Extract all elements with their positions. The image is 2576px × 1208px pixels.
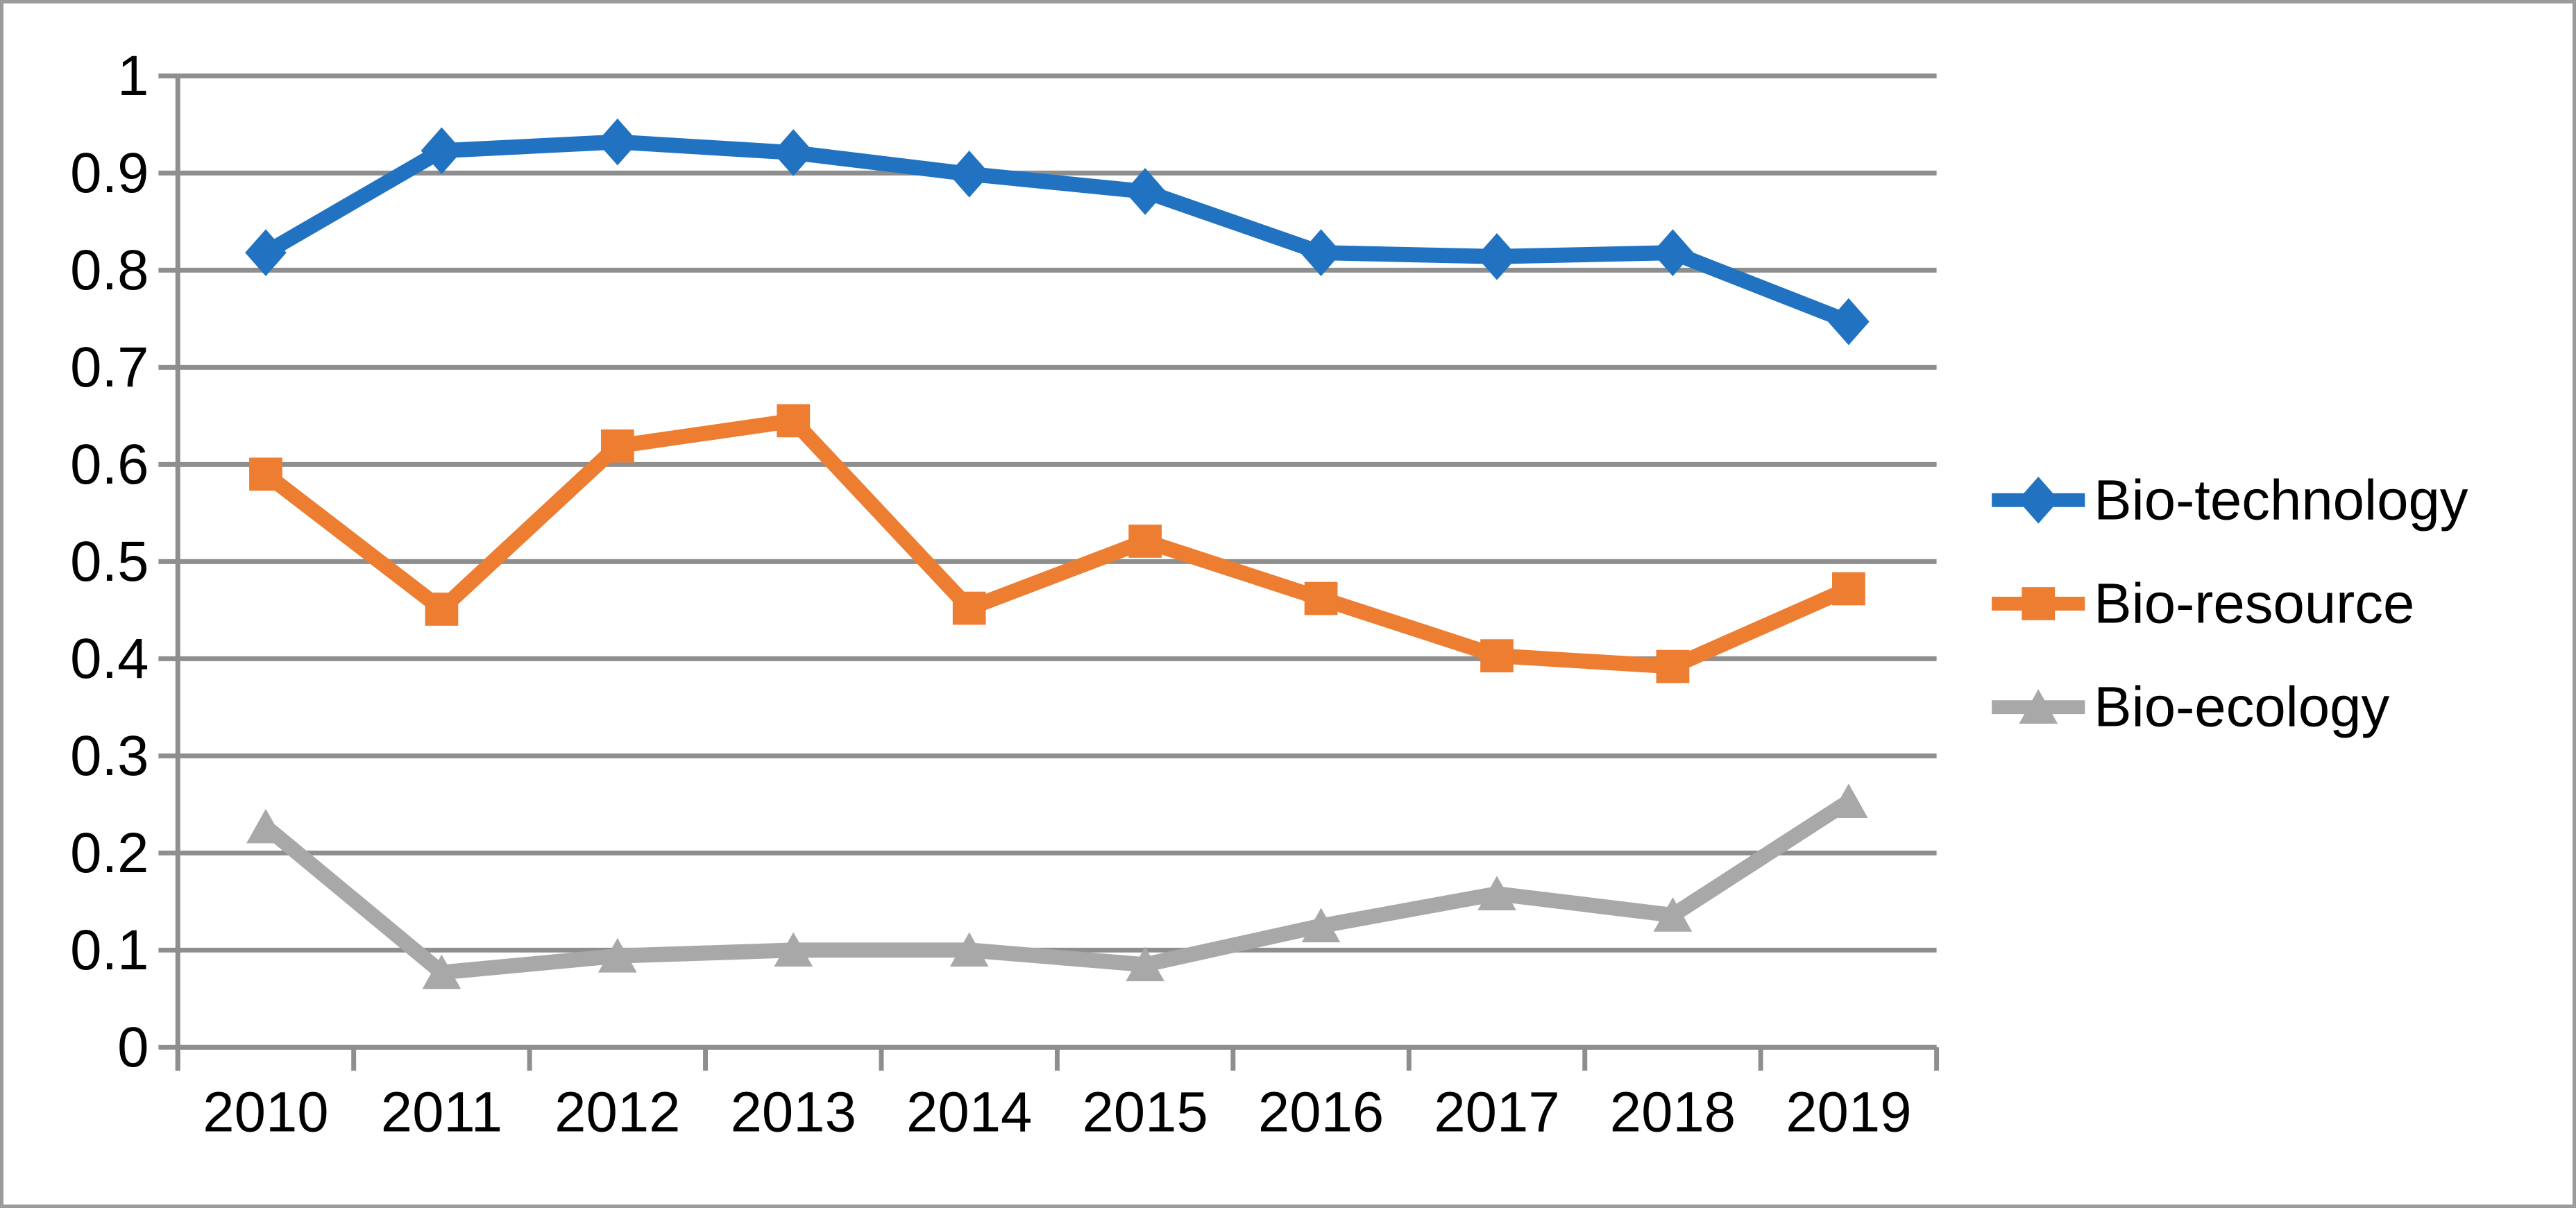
y-axis-tick-label: 0.3 [70,724,149,788]
series-marker-bio-resource-2018 [1656,649,1690,683]
legend-label: Bio-resource [2094,572,2414,636]
y-axis-tick-label: 0.2 [70,822,149,885]
series-marker-bio-ecology-2015 [1126,946,1164,982]
y-axis-tick-label: 0.1 [70,919,149,982]
y-axis-tick-label: 1 [117,44,149,108]
series-marker-bio-ecology-2011 [422,954,461,989]
legend-label: Bio-technology [2094,468,2468,531]
series-marker-bio-technology-2011 [421,127,463,174]
legend-marker-diamond-icon [2017,477,2060,524]
x-axis-tick-label: 2019 [1786,1081,1911,1144]
series-marker-bio-technology-2019 [1828,298,1870,346]
series-marker-bio-resource-2016 [1304,581,1338,615]
series-marker-bio-technology-2010 [245,229,287,276]
line-chart: 0 0.1 0.2 0.3 0.4 0.5 0.6 0.7 0.8 0.9 1 2010 2011 201… [70,44,2468,1144]
series-marker-bio-resource-2017 [1480,639,1514,673]
x-axis-tick-label: 2018 [1610,1081,1736,1144]
series-line-bio-resource [261,413,1852,674]
series-line-bio-ecology [260,794,1853,980]
series-marker-bio-ecology-2016 [1301,908,1341,943]
y-axis-tick-label: 0.9 [70,142,149,205]
series-line-bio-technology [262,134,1852,329]
y-axis-tick-label: 0.7 [70,336,149,399]
x-axis-tick-label: 2014 [906,1081,1032,1144]
series-marker-bio-technology-2016 [1300,229,1342,276]
y-axis-tick-label: 0.6 [70,433,149,496]
legend-label: Bio-ecology [2094,676,2389,739]
series-marker-bio-resource-2015 [1128,525,1162,558]
x-axis-tick-label: 2015 [1082,1081,1208,1144]
y-axis-tick-label: 0.4 [70,627,149,690]
series-marker-bio-ecology-2012 [598,937,637,973]
legend-marker-triangle-icon [2019,689,2058,724]
x-axis-tick-label: 2011 [381,1081,502,1144]
series-marker-bio-resource-2010 [249,457,282,491]
series-marker-bio-resource-2014 [952,591,986,625]
y-axis-tick-label: 0.8 [70,239,149,302]
y-axis-tick-label: 0.5 [70,530,149,593]
series-marker-bio-technology-2014 [948,150,990,198]
legend-marker-square-icon [2022,587,2056,620]
series-marker-bio-technology-2012 [597,118,638,166]
x-axis-tick-label: 2017 [1434,1081,1559,1144]
x-axis-tick-label: 2010 [203,1081,328,1144]
series-marker-bio-ecology-2018 [1653,897,1693,932]
series-marker-bio-resource-2013 [777,404,811,438]
series-marker-bio-technology-2017 [1476,232,1518,280]
x-axis-tick-label: 2012 [554,1081,680,1144]
series-marker-bio-technology-2013 [772,129,815,176]
series-marker-bio-ecology-2013 [774,932,813,967]
series-marker-bio-ecology-2017 [1477,876,1516,910]
series-marker-bio-resource-2019 [1832,572,1865,606]
series-marker-bio-ecology-2014 [949,932,989,967]
series-marker-bio-ecology-2010 [246,808,285,844]
series-marker-bio-resource-2012 [600,429,634,463]
x-axis-tick-label: 2013 [731,1081,856,1144]
y-axis-tick-label: 0 [117,1016,149,1079]
series-marker-bio-ecology-2019 [1829,783,1868,818]
x-axis-tick-label: 2016 [1258,1081,1384,1144]
series-marker-bio-resource-2011 [425,593,459,626]
